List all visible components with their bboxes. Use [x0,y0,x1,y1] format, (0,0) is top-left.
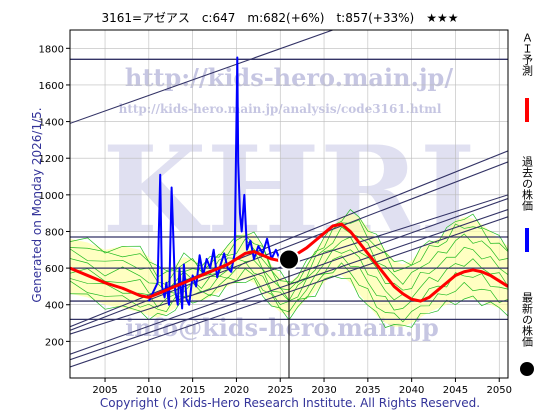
past-price-line [147,56,282,310]
legend-dot [520,362,534,376]
band-line [70,226,508,291]
latest-price [278,248,300,378]
x-axis-ticks: 2005 2010 2015 2020 2025 2030 2035 2040 2045 2050 [92,378,512,396]
trend-line [70,30,333,124]
y-tick-label: 1000 [39,191,64,202]
x-tick-label: 2020 [224,385,249,396]
y-tick-label: 1800 [39,44,64,55]
x-tick-label: 2010 [136,385,161,396]
legend-label: 過去の株価 [521,156,534,211]
legend-label: ＡＩ予測 [521,32,534,77]
x-tick-label: 2035 [355,385,380,396]
y-tick-label: 800 [45,227,64,238]
x-tick-label: 2015 [180,385,205,396]
y-axis-ticks: 200 400 600 800 1000 1200 1400 1600 1800 [39,44,70,348]
x-tick-label: 2025 [268,385,293,396]
band-fill [70,213,508,327]
legend-label: 最新の株価 [521,292,534,347]
y-tick-label: 1200 [39,154,64,165]
plot-frame [69,29,509,379]
x-tick-label: 2045 [443,385,468,396]
band-line [70,219,508,284]
trend-line [70,161,508,331]
copyright-footer: Copyright (c) Kids-Hero Research Institu… [100,396,480,410]
y-tick-label: 400 [45,301,64,312]
watermark-url: http://kids-hero.main.jp/ [125,63,453,92]
band-line [70,262,508,323]
y-tick-label: 1400 [39,118,64,129]
x-tick-label: 2030 [311,385,336,396]
latest-price-dot [278,248,300,271]
x-tick-label: 2005 [92,385,117,396]
y-tick-label: 1600 [39,81,64,92]
chart-title: 3161=アゼアス c:647 m:682(+6%) t:857(+33%) ★… [101,11,458,25]
x-tick-label: 2040 [399,385,424,396]
band-line [70,275,508,328]
generated-date-label: Generated on Monday 2026/1/5. [30,107,44,302]
band-line [70,209,508,286]
series-lines [70,56,508,310]
y-tick-label: 600 [45,264,64,275]
x-tick-label: 2050 [487,385,512,396]
y-tick-label: 200 [45,337,64,348]
ai-prediction-line [70,222,508,303]
